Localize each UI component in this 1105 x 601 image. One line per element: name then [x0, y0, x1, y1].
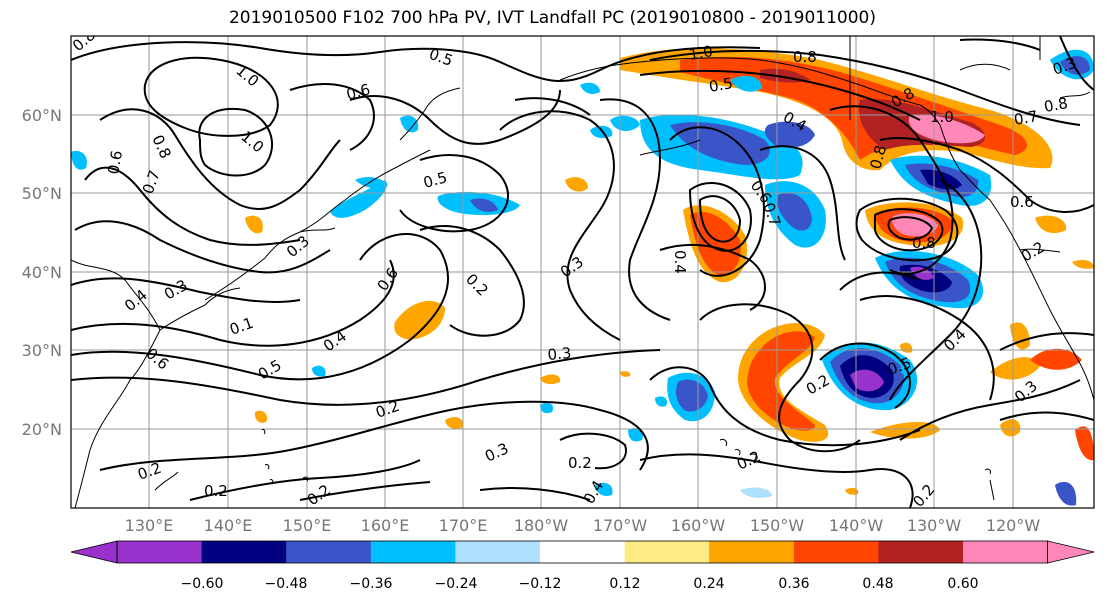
contour-label: 1.0: [930, 108, 954, 126]
pv-contours: [71, 36, 1094, 508]
lat-label: 30°N: [22, 341, 62, 360]
colorbar-tick: −0.48: [265, 576, 308, 592]
lon-label: 170°W: [593, 516, 648, 535]
lon-label: 160°W: [671, 516, 726, 535]
lon-label: 140°E: [204, 516, 253, 535]
colorbar-tick: 0.36: [778, 576, 809, 592]
colorbar-extend-low: [70, 540, 118, 564]
colorbar-ticks: −0.60 −0.48 −0.36 −0.24 −0.12 0.12 0.24 …: [181, 576, 979, 592]
colorbar-segment: [540, 541, 626, 563]
colorbar-tick: −0.24: [435, 576, 478, 592]
contour-label: 0.6: [1010, 193, 1034, 211]
contour-label: 1.0: [688, 42, 715, 64]
contour-label: 0.8: [1043, 94, 1070, 116]
colorbar-segment: [201, 541, 287, 563]
contour-label: 0.8: [793, 48, 817, 66]
lon-label: 130°E: [125, 516, 174, 535]
contour-label: 0.8: [866, 143, 890, 171]
colorbar-segment: [709, 541, 795, 563]
map-area: 0.8 1.0 0.5 0.6 0.8 0.6 1.0 0.7 0.5 0.3 …: [71, 36, 1094, 508]
colorbar-frame: [116, 540, 1048, 564]
colorbar-segment: [624, 541, 710, 563]
colorbar-tick: 0.48: [862, 576, 893, 592]
lon-label: 140°W: [829, 516, 884, 535]
colorbar-tick: 0.60: [947, 576, 978, 592]
colorbar: [70, 540, 1095, 564]
lat-label: 40°N: [22, 263, 62, 282]
gridlines: [71, 36, 1094, 508]
colorbar-tick: −0.12: [519, 576, 562, 592]
lat-label: 50°N: [22, 184, 62, 203]
lon-label: 180°W: [514, 516, 569, 535]
lon-label: 150°W: [750, 516, 805, 535]
lat-label: 20°N: [22, 420, 62, 439]
lon-label: 160°E: [361, 516, 410, 535]
map-title: 2019010500 F102 700 hPa PV, IVT Landfall…: [228, 8, 876, 28]
lon-label: 150°E: [283, 516, 332, 535]
lat-label: 60°N: [22, 106, 62, 125]
map-frame: [70, 35, 1095, 509]
contour-label: 0.8: [912, 234, 936, 252]
colorbar-tick: 0.24: [693, 576, 724, 592]
lon-label: 120°W: [986, 516, 1041, 535]
contour-label: 0.4: [671, 250, 689, 274]
colorbar-segment: [370, 541, 456, 563]
lon-label: 170°E: [439, 516, 488, 535]
colorbar-segment: [117, 541, 203, 563]
colorbar-segment: [286, 541, 372, 563]
contour-label: 0.7: [1013, 107, 1040, 129]
colorbar-tick: 0.12: [609, 576, 640, 592]
colorbar-segment: [878, 541, 964, 563]
contour-label: 0.6: [104, 149, 126, 176]
contour-label: 0.5: [421, 168, 449, 192]
colorbar-tick: −0.36: [350, 576, 393, 592]
shading-layer: [71, 48, 1094, 506]
contour-label: 0.2: [568, 454, 592, 472]
latitude-labels: 60°N 50°N 40°N 30°N 20°N: [22, 106, 62, 439]
colorbar-segment: [455, 541, 541, 563]
longitude-labels: 130°E 140°E 150°E 160°E 170°E 180°W 170°…: [125, 516, 1041, 535]
colorbar-tick: −0.60: [181, 576, 224, 592]
contour-label: 0.5: [708, 74, 735, 96]
contour-label: 0.6: [344, 80, 372, 104]
colorbar-extend-high: [1047, 540, 1095, 564]
contour-label: 0.3: [547, 344, 572, 364]
colorbar-segment: [793, 541, 879, 563]
contour-label: 0.2: [204, 482, 228, 500]
lon-label: 130°W: [907, 516, 962, 535]
colorbar-segment: [963, 541, 1049, 563]
